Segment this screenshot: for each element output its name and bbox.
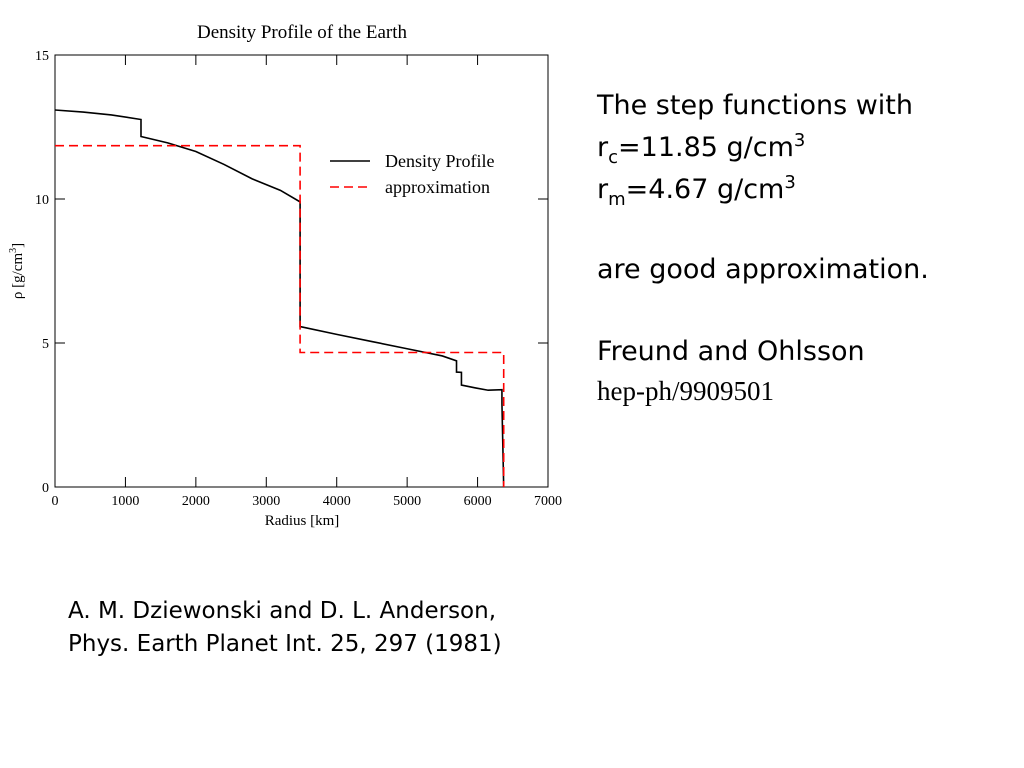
x-tick-label: 1000: [111, 494, 139, 509]
note-author: Freund and Ohlsson: [597, 336, 865, 367]
y-tick-label: 5: [42, 337, 49, 352]
sup: 3: [794, 130, 805, 151]
r: r: [597, 174, 609, 205]
note-line: are good approximation.: [597, 254, 929, 285]
y-axis-label-sup: 3: [8, 248, 19, 253]
y-axis-label: ρ [g/cm3]: [8, 243, 26, 299]
citation: Phys. Earth Planet Int. 25, 297 (1981): [68, 631, 502, 657]
y-axis-label-end: ]: [10, 243, 26, 248]
x-tick-label: 2000: [182, 494, 210, 509]
r: r: [597, 132, 609, 163]
sup: 3: [784, 172, 795, 193]
x-tick-label: 3000: [252, 494, 280, 509]
note-line: The step functions with: [596, 90, 913, 121]
y-tick-label: 10: [35, 193, 49, 208]
series-line: [55, 144, 505, 487]
note-rm: rm=4.67 g/cm3: [597, 172, 796, 210]
value: =11.85 g/cm: [618, 132, 794, 163]
value: =4.67 g/cm: [626, 174, 785, 205]
y-tick-label: 0: [42, 481, 49, 496]
x-tick-label: 0: [52, 494, 59, 509]
x-tick-label: 4000: [323, 494, 351, 509]
x-tick-label: 7000: [534, 494, 562, 509]
sub: m: [608, 189, 626, 210]
plot-frame: [54, 54, 549, 488]
y-axis-label-text: ρ [g/cm: [10, 253, 26, 300]
sub: c: [608, 147, 618, 168]
x-tick-label: 6000: [464, 494, 492, 509]
legend-label: approximation: [385, 177, 490, 197]
citation: A. M. Dziewonski and D. L. Anderson,: [68, 598, 496, 624]
note-ref: hep-ph/9909501: [597, 376, 774, 406]
legend-label: Density Profile: [385, 151, 495, 171]
x-tick-label: 5000: [393, 494, 421, 509]
series-line: [54, 109, 505, 488]
note-rc: rc=11.85 g/cm3: [597, 130, 805, 168]
chart-title: Density Profile of the Earth: [197, 22, 408, 43]
x-axis-label: Radius [km]: [265, 513, 340, 529]
y-tick-label: 15: [35, 49, 49, 64]
